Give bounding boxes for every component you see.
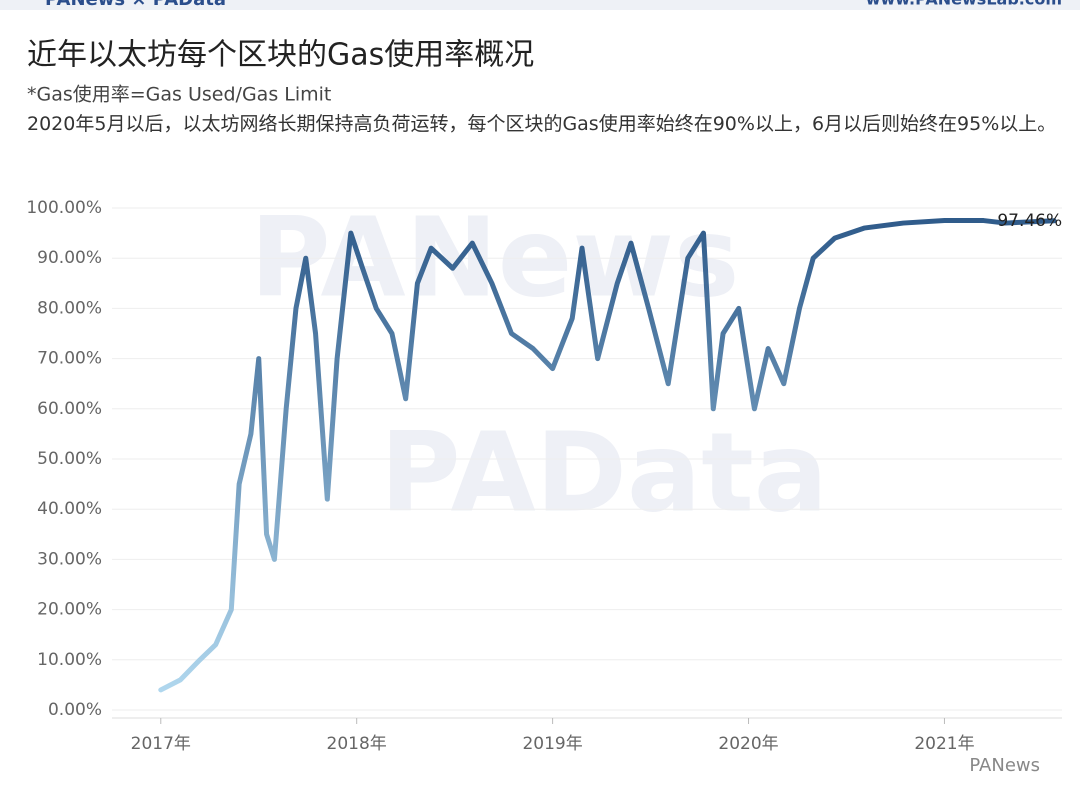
watermark: PANews [250,193,739,321]
y-tick-label: 60.00% [37,399,102,419]
x-tick-label: 2020年 [718,734,778,754]
header-bar [0,0,1080,10]
y-tick-label: 0.00% [48,700,102,720]
footer-brand: PANews [969,755,1040,776]
x-tick-label: 2019年 [522,734,582,754]
y-tick-label: 90.00% [37,248,102,268]
y-tick-label: 30.00% [37,549,102,569]
y-tick-label: 10.00% [37,650,102,670]
header-site: www.PANewsLab.com [866,0,1062,9]
y-tick-label: 70.00% [37,349,102,369]
y-tick-label: 80.00% [37,298,102,318]
y-tick-label: 50.00% [37,449,102,469]
y-tick-label: 20.00% [37,600,102,620]
chart-note: 2020年5月以后，以太坊网络长期保持高负荷运转，每个区块的Gas使用率始终在9… [27,113,1057,135]
x-tick-label: 2021年 [914,734,974,754]
x-tick-label: 2018年 [327,734,387,754]
chart-subtitle: *Gas使用率=Gas Used/Gas Limit [27,84,331,106]
y-tick-label: 40.00% [37,499,102,519]
chart-title: 近年以太坊每个区块的Gas使用率概况 [27,38,534,73]
header-brand: PANews × PAData [45,0,226,10]
x-tick-label: 2017年 [131,734,191,754]
note-box: 2020年5月以后，以太坊网络长期保持高负荷运转，每个区块的Gas使用率始终在9… [27,113,1057,135]
data-line [158,218,1057,693]
watermark: PAData [380,408,828,536]
y-tick-label: 100.00% [26,198,102,218]
annotation: 97.46% [997,211,1062,231]
